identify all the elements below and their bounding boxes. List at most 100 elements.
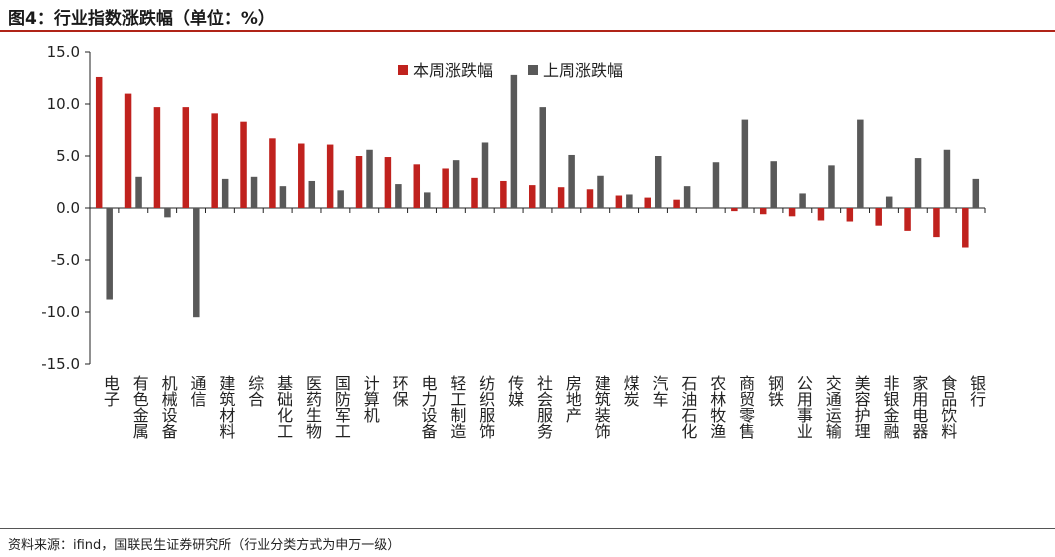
x-category-label: 建筑装饰 bbox=[592, 375, 611, 439]
bar-current bbox=[586, 189, 594, 208]
bar-current bbox=[759, 208, 767, 215]
bar-current bbox=[846, 208, 854, 222]
x-category-label: 电力设备 bbox=[419, 375, 438, 439]
x-category-label: 石油石化 bbox=[678, 375, 697, 439]
bar-current bbox=[298, 143, 305, 208]
x-category-label: 有色金属 bbox=[130, 375, 149, 439]
legend-label-previous: 上周涨跌幅 bbox=[543, 61, 623, 80]
x-category-label: 食品饮料 bbox=[938, 375, 957, 439]
bar-current bbox=[962, 208, 969, 248]
x-category-label: 银行 bbox=[967, 375, 986, 408]
x-category-label: 基础化工 bbox=[274, 375, 293, 439]
bar-current bbox=[240, 121, 247, 208]
x-category-label: 房地产 bbox=[563, 375, 582, 423]
source-note: 资料来源：ifind，国联民生证券研究所（行业分类方式为申万一级） bbox=[8, 538, 401, 553]
bar-previous bbox=[135, 176, 142, 208]
x-category-label: 传媒 bbox=[505, 375, 524, 407]
bar-current bbox=[904, 208, 911, 231]
bar-previous bbox=[481, 142, 489, 208]
bar-current bbox=[124, 93, 132, 208]
bar-previous bbox=[221, 178, 229, 208]
bar-previous bbox=[452, 160, 460, 208]
x-category-label: 非银金融 bbox=[880, 375, 899, 440]
x-category-label: 电子 bbox=[101, 375, 120, 407]
bar-previous bbox=[308, 180, 316, 208]
bar-previous bbox=[683, 186, 691, 208]
x-category-label: 煤炭 bbox=[621, 375, 640, 407]
bar-previous bbox=[597, 175, 604, 208]
bar-current bbox=[557, 187, 565, 208]
y-tick-label: -15.0 bbox=[41, 355, 80, 373]
x-category-label: 农林牧渔 bbox=[707, 375, 726, 439]
bar-previous bbox=[857, 119, 864, 208]
bar-previous bbox=[626, 194, 633, 208]
bar-previous bbox=[337, 190, 344, 208]
y-tick-label: -10.0 bbox=[41, 303, 80, 321]
x-category-label: 环保 bbox=[390, 375, 409, 407]
bar-current bbox=[500, 180, 507, 208]
bar-previous bbox=[193, 208, 200, 318]
bar-current bbox=[933, 208, 940, 238]
bar-current bbox=[529, 185, 536, 208]
x-category-label: 美容护理 bbox=[852, 375, 871, 439]
bar-previous bbox=[741, 119, 749, 208]
x-category-label: 计算机 bbox=[361, 375, 380, 424]
x-category-label: 社会服务 bbox=[534, 375, 553, 440]
bar-previous bbox=[395, 184, 402, 208]
bar-current bbox=[326, 144, 334, 208]
y-tick-label: 5.0 bbox=[56, 147, 80, 165]
bar-current bbox=[817, 208, 825, 221]
bar-current bbox=[95, 76, 103, 209]
source-rule bbox=[0, 528, 1055, 529]
bar-current bbox=[471, 177, 478, 208]
x-category-label: 钢铁 bbox=[765, 375, 784, 407]
x-category-label: 纺织服饰 bbox=[476, 375, 495, 439]
bar-previous bbox=[164, 208, 171, 218]
bar-chart: 15.0 10.0 5.0 0.0 -5.0 -10.0 -15.0 电子 有色金属 机械设备 通信… bbox=[41, 43, 986, 440]
bar-previous bbox=[568, 154, 575, 208]
x-category-label: 通信 bbox=[188, 375, 207, 407]
x-category-label: 建筑材料 bbox=[216, 375, 235, 439]
bar-current bbox=[355, 156, 363, 208]
y-tick-label: -5.0 bbox=[51, 251, 80, 269]
x-category-label: 汽车 bbox=[649, 375, 668, 407]
bar-current bbox=[153, 107, 161, 208]
bar-current bbox=[442, 168, 449, 208]
bar-previous bbox=[799, 193, 806, 208]
x-category-label: 交通运输 bbox=[823, 375, 842, 439]
bar-previous bbox=[250, 176, 258, 208]
x-category-label: 机械设备 bbox=[159, 375, 178, 439]
bar-previous bbox=[943, 149, 951, 208]
bar-previous bbox=[510, 74, 518, 208]
bar-previous bbox=[885, 196, 893, 208]
x-category-label: 轻工制造 bbox=[447, 375, 466, 439]
bar-current bbox=[875, 208, 882, 226]
legend-swatch-previous bbox=[528, 65, 538, 75]
bar-current bbox=[413, 164, 421, 208]
legend-swatch-current bbox=[398, 65, 408, 75]
bar-current bbox=[269, 138, 276, 208]
bar-current bbox=[644, 197, 651, 208]
x-category-label: 家用电器 bbox=[909, 375, 928, 439]
y-tick-label: 15.0 bbox=[47, 43, 80, 61]
bar-current bbox=[384, 157, 392, 208]
title-rule bbox=[0, 30, 1055, 32]
bar-current bbox=[182, 107, 190, 208]
x-category-label: 商贸零售 bbox=[736, 375, 755, 439]
bar-previous bbox=[770, 161, 777, 208]
bar-previous bbox=[914, 158, 922, 208]
legend-label-current: 本周涨跌幅 bbox=[413, 61, 493, 80]
bar-current bbox=[615, 195, 623, 208]
bar-previous bbox=[712, 162, 720, 208]
bar-current bbox=[673, 199, 680, 208]
bar-previous bbox=[106, 208, 113, 300]
x-category-label: 国防军工 bbox=[332, 375, 351, 439]
bar-previous bbox=[654, 156, 662, 208]
bar-current bbox=[788, 208, 796, 217]
x-category-label: 公用事业 bbox=[794, 375, 813, 439]
bar-previous bbox=[539, 107, 546, 208]
bar-current bbox=[731, 208, 738, 212]
bar-previous bbox=[279, 186, 287, 208]
y-tick-label: 10.0 bbox=[47, 95, 80, 113]
bar-previous bbox=[828, 165, 835, 208]
